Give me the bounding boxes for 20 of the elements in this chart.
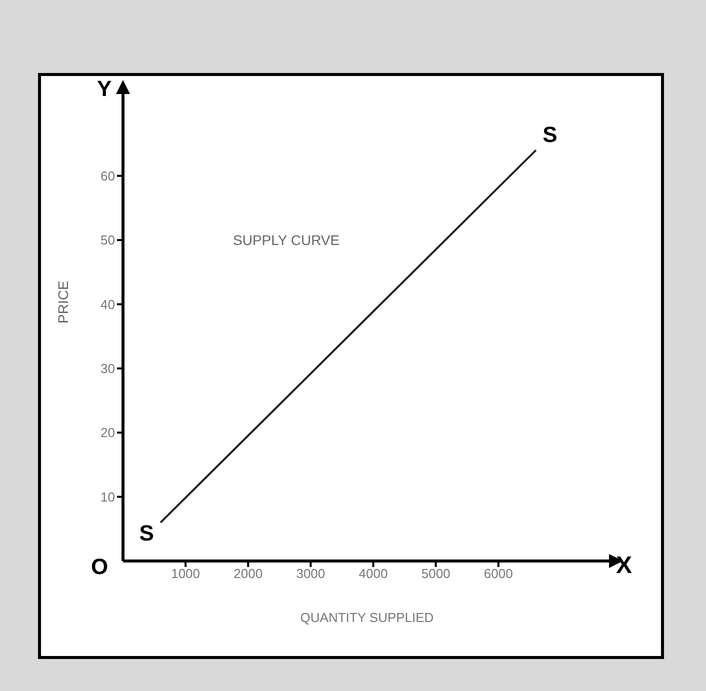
y-tick-label: 50 — [100, 232, 115, 248]
y-tick-label: 60 — [100, 168, 115, 184]
annotation: S — [542, 122, 558, 147]
y-axis-title: PRICE — [54, 280, 71, 324]
text: X — [616, 552, 632, 579]
text: O — [91, 554, 108, 579]
x-tick-label: 3000 — [296, 566, 326, 582]
y-tick-label: 30 — [100, 361, 115, 376]
x-tick-label: 5000 — [421, 566, 450, 582]
y-tick-label: 10 — [100, 489, 115, 504]
x-axis-title: QUANTITY SUPPLIED — [300, 610, 434, 626]
x-tick-label: 6000 — [484, 566, 513, 582]
annotation: SUPPLY CURVE — [233, 232, 340, 248]
x-tick-label: 1000 — [171, 566, 200, 582]
x-tick-label: 2000 — [234, 566, 263, 582]
y-tick-label: 40 — [100, 296, 115, 312]
text: Y — [97, 76, 112, 101]
x-tick-label: 4000 — [358, 566, 388, 582]
y-tick-label: 20 — [100, 425, 115, 440]
annotation: S — [139, 520, 154, 546]
